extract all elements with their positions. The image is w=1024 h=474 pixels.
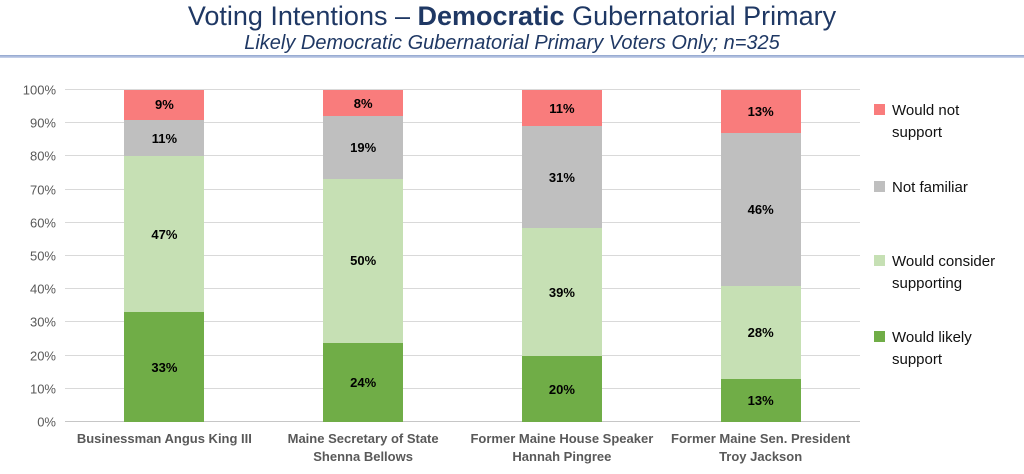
x-axis-label: Businessman Angus King III (76, 431, 252, 446)
bar-segment: 28% (720, 285, 801, 379)
y-tick-label: 50% (29, 248, 56, 264)
y-tick-label: 30% (29, 314, 56, 330)
gridline (65, 221, 860, 223)
stacked-bar: 20% 39% 31% 11% (521, 90, 602, 422)
legend-label: Would not support (892, 102, 960, 141)
legend-item: Would consider supporting (874, 251, 1010, 295)
y-tick-label: 0% (37, 414, 56, 430)
bar-segment: 8% (323, 90, 404, 117)
legend-label: Would likely support (892, 329, 972, 368)
bars-container: 33% 47% 11% 9% 24% 50% 19% 8% 20% 39% 31% 11% 13% 28%… (65, 90, 860, 422)
gridline (65, 155, 860, 157)
chart-title: Voting Intentions – Democratic Gubernato… (0, 0, 1024, 32)
chart-title-bold: Democratic (417, 1, 565, 31)
gridline (65, 321, 860, 323)
legend-swatch-icon (874, 255, 885, 266)
y-tick-label: 80% (29, 148, 56, 164)
bar-segment: 19% (323, 116, 404, 179)
gridline (65, 387, 860, 389)
bar-segment: 47% (124, 156, 205, 313)
stacked-bar: 13% 28% 46% 13% (720, 90, 801, 422)
x-axis: Businessman Angus King III Maine Secretar… (65, 430, 860, 465)
bar-slot: 20% 39% 31% 11% (463, 90, 662, 422)
x-axis-label: Former Maine Sen. President Troy Jackson (671, 431, 851, 464)
y-tick-label: 20% (29, 348, 56, 364)
gridline (65, 421, 860, 422)
bar-segment: 20% (521, 356, 602, 422)
legend-item: Not familiar (874, 177, 1010, 199)
bar-slot: 24% 50% 19% 8% (264, 90, 463, 422)
bar-segment: 24% (323, 343, 404, 422)
bar-segment: 11% (521, 90, 602, 127)
y-tick-label: 60% (29, 215, 56, 231)
bar-segment: 11% (124, 119, 205, 157)
bar-segment: 9% (124, 90, 205, 120)
legend-item: Would likely support (874, 327, 1010, 371)
gridline (65, 354, 860, 356)
y-tick-label: 100% (22, 82, 56, 98)
gridline (65, 288, 860, 290)
y-tick-label: 40% (29, 281, 56, 297)
bar-segment: 50% (323, 178, 404, 344)
bar-segment: 39% (521, 228, 602, 357)
bar-slot: 13% 28% 46% 13% (661, 90, 860, 422)
bar-segment: 31% (521, 126, 602, 229)
bar-segment: 13% (720, 378, 801, 422)
legend-swatch-icon (874, 181, 885, 192)
bar-segment: 33% (124, 312, 205, 422)
bar-slot: 33% 47% 11% 9% (65, 90, 264, 422)
bar-segment: 13% (720, 90, 801, 134)
gridline (65, 122, 860, 124)
x-axis-label: Maine Secretary of State Shenna Bellows (287, 431, 439, 464)
legend-swatch-icon (874, 331, 885, 342)
bar-segment: 46% (720, 133, 801, 286)
legend-swatch-icon (874, 104, 885, 115)
y-tick-label: 70% (29, 182, 56, 198)
plot-area: 33% 47% 11% 9% 24% 50% 19% 8% 20% 39% 31% 11% 13% 28%… (65, 89, 860, 422)
y-axis: 0% 10% 20% 30% 40% 50% 60% 70% 80% 90% 100% (0, 83, 56, 430)
legend-label: Would consider supporting (892, 253, 996, 292)
stacked-bar: 24% 50% 19% 8% (323, 90, 404, 422)
gridline (65, 188, 860, 190)
x-axis-label: Former Maine House Speaker Hannah Pingre… (470, 431, 654, 464)
chart-title-pre: Voting Intentions – (187, 1, 418, 31)
header-divider (0, 55, 1024, 58)
stacked-bar: 33% 47% 11% 9% (124, 90, 205, 422)
legend-item: Would not support (874, 100, 1010, 144)
legend: Would not support Not familiar Would consi… (874, 100, 1022, 400)
y-tick-label: 90% (29, 115, 56, 131)
gridline (65, 89, 860, 90)
y-tick-label: 10% (29, 381, 56, 397)
chart-subtitle: Likely Democratic Gubernatorial Primary … (244, 32, 780, 54)
chart-title-post: Gubernatorial Primary (564, 1, 837, 31)
gridline (65, 255, 860, 256)
legend-label: Not familiar (892, 179, 968, 196)
